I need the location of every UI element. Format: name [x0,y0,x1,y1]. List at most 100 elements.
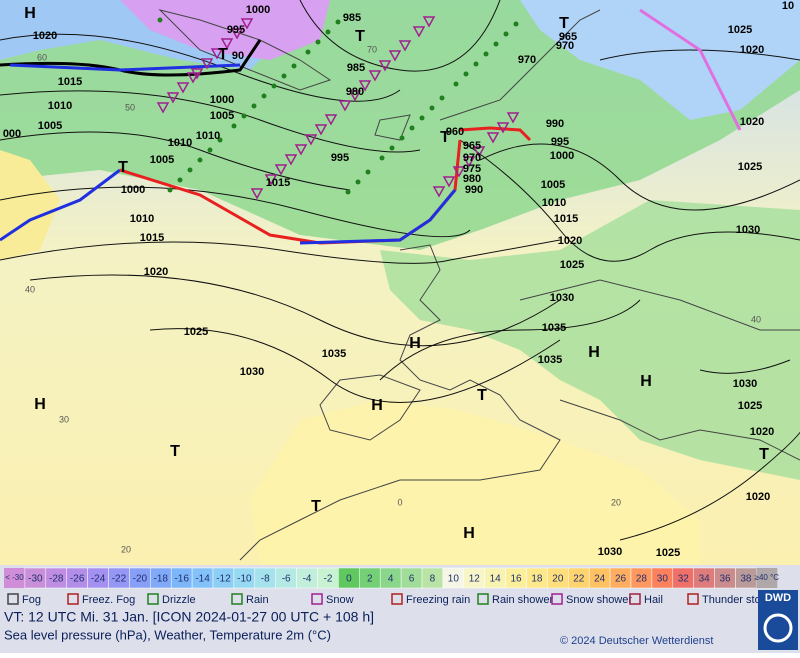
isobar-label: 1030 [550,292,574,304]
snow-symbol [274,164,288,176]
isobar-label: 1005 [210,110,234,122]
pressure-center: H [463,525,475,542]
description: Sea level pressure (hPa), Weather, Tempe… [4,627,331,642]
pressure-center: T [759,446,769,463]
isobar-label: 90 [232,50,244,62]
colorbar-label: ≥40 °C [755,573,780,582]
rain-symbol [281,73,287,79]
rain-symbol [187,167,193,173]
cold-front-west [0,168,121,242]
trough [639,8,742,131]
colorbar-label: 6 [409,574,415,585]
logo: DWD [765,592,791,604]
isobar-label: 1035 [538,354,562,366]
rain-symbol [419,115,425,121]
valid-time: VT: 12 UTC Mi. 31 Jan. [ICON 2024-01-27 … [4,609,374,625]
isobar-label: 980 [463,173,481,185]
pressure-center: T [477,387,487,404]
isobar-label: 1020 [740,44,764,56]
rain-symbol [241,113,247,119]
snow-symbol [378,60,392,72]
snow-symbol [338,100,352,112]
isobar-label: 1030 [598,546,622,558]
rain-symbol [513,21,519,27]
legend-label: Freez. Fog [82,594,135,606]
snow-symbol [462,156,476,168]
latitude-label: 50 [125,102,135,112]
cold-zone-north [520,0,800,120]
snow-symbol [422,16,436,28]
colorbar-label: 28 [636,574,648,585]
legend-icon [687,593,699,605]
isobar-label: 995 [551,136,569,148]
isobar-label: 1015 [58,76,82,88]
isobar-label: 10 [782,0,794,12]
snow-symbol [398,40,412,52]
isobar-label: 965 [559,31,577,43]
legend-label: Rain shower [492,594,553,606]
colorbar-label: -6 [282,574,291,585]
legend-icon [7,593,19,605]
isobar-label: 1025 [656,547,680,559]
colorbar-label: 32 [678,574,690,585]
latitude-label: 40 [25,284,35,294]
latitude-label: 0 [397,497,402,507]
isobar-label: 995 [331,152,349,164]
rain-symbol [271,83,277,89]
rain-symbol [167,187,173,193]
colorbar-label: -22 [112,574,127,585]
colorbar-label: -20 [133,574,148,585]
pressure-center: H [640,373,652,390]
rain-symbol [379,155,385,161]
isobar-label: 1030 [733,378,757,390]
isobar-label: 970 [518,54,536,66]
colorbar-label: -10 [237,574,252,585]
weather-legend: Fog Freez. Fog Drizzle Rain Snow Freezing rai… [7,593,774,606]
pressure-center: T [440,129,450,146]
rain-symbol [355,179,361,185]
isobar-label: 1000 [210,94,234,106]
rain-symbol [463,71,469,77]
isobar-label: 1005 [38,120,62,132]
colorbar-label: -8 [261,574,270,585]
snow-symbol [506,112,520,124]
pressure-center: H [588,344,600,361]
colorbar-label: -28 [49,574,64,585]
isobar-label: 1015 [554,213,578,225]
green-zone-east [380,200,800,480]
snow-symbol [368,70,382,82]
latitude-label: 60 [37,52,47,62]
rain-symbol [261,93,267,99]
colorbar-label: 18 [531,574,543,585]
snow-symbol [240,18,254,30]
rain-symbol [483,51,489,57]
isobar-label: 1010 [48,100,72,112]
colorbar-label: 0 [346,574,352,585]
pressure-center: T [218,46,228,63]
copyright: © 2024 Deutscher Wetterdienst [560,635,713,647]
isobar-label: 000 [3,128,21,140]
snow-symbol [432,186,446,198]
snow-symbol [284,154,298,166]
isobar-label: 1025 [738,161,762,173]
isobar-label: 990 [546,118,564,130]
colorbar-label: -24 [91,574,106,585]
isobar-label: 1005 [150,154,174,166]
colorbar-label: -26 [70,574,85,585]
snow-symbol [166,92,180,104]
isobar-label: 1025 [738,400,762,412]
colorbar-label: -4 [303,574,312,585]
colorbar-label: 10 [448,574,460,585]
legend-label: Snow shower [566,594,632,606]
rain-symbol [325,29,331,35]
cold-front [299,189,457,245]
isobar-label: 1010 [196,130,220,142]
rain-symbol [305,49,311,55]
snow-symbol [314,124,328,136]
snow-symbol [210,48,224,60]
rain-symbol [503,31,509,37]
isobar-label: 960 [446,126,464,138]
colorbar-label: 4 [388,574,394,585]
colorbar-cell [756,568,778,588]
